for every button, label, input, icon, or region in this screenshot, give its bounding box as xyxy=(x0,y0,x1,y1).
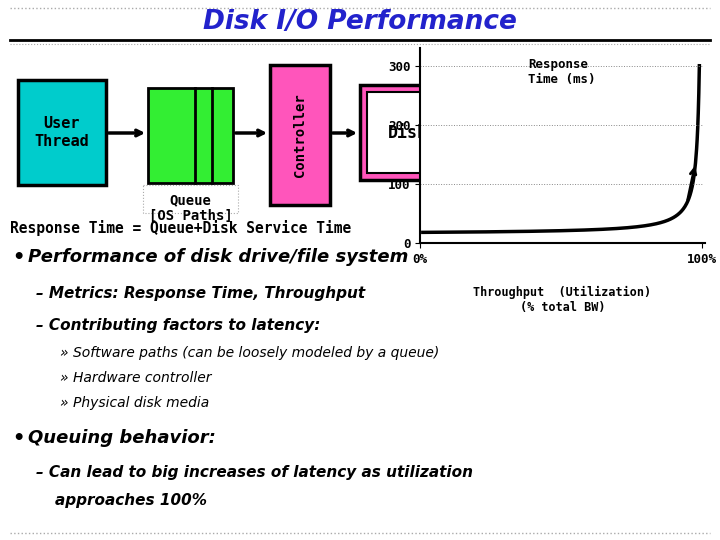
Text: » Software paths (can be loosely modeled by a queue): » Software paths (can be loosely modeled… xyxy=(60,346,439,360)
Bar xyxy=(360,85,455,180)
Text: Disk: Disk xyxy=(387,124,428,141)
Bar xyxy=(270,65,330,205)
Bar xyxy=(148,88,233,183)
Text: – Contributing factors to latency:: – Contributing factors to latency: xyxy=(36,318,320,333)
Bar xyxy=(18,80,106,185)
Text: Response
Time (ms): Response Time (ms) xyxy=(528,58,596,86)
Text: » Hardware controller: » Hardware controller xyxy=(60,371,212,385)
Bar xyxy=(367,92,448,173)
Text: Disk I/O Performance: Disk I/O Performance xyxy=(203,9,517,35)
Text: » Physical disk media: » Physical disk media xyxy=(60,396,210,410)
Text: Queuing behavior:: Queuing behavior: xyxy=(28,429,216,447)
Text: •: • xyxy=(12,429,24,448)
Text: User
Thread: User Thread xyxy=(35,116,89,148)
Text: – Can lead to big increases of latency as utilization: – Can lead to big increases of latency a… xyxy=(36,465,473,480)
Text: approaches 100%: approaches 100% xyxy=(55,493,207,508)
Text: Throughput  (Utilization)
(% total BW): Throughput (Utilization) (% total BW) xyxy=(474,286,652,314)
Text: Queue
[OS Paths]: Queue [OS Paths] xyxy=(148,193,233,223)
Text: Controller: Controller xyxy=(293,93,307,177)
Text: Response Time = Queue+Disk Service Time: Response Time = Queue+Disk Service Time xyxy=(10,220,351,236)
Text: – Metrics: Response Time, Throughput: – Metrics: Response Time, Throughput xyxy=(36,286,365,301)
Text: Performance of disk drive/file system: Performance of disk drive/file system xyxy=(28,248,408,266)
Text: •: • xyxy=(12,248,24,267)
